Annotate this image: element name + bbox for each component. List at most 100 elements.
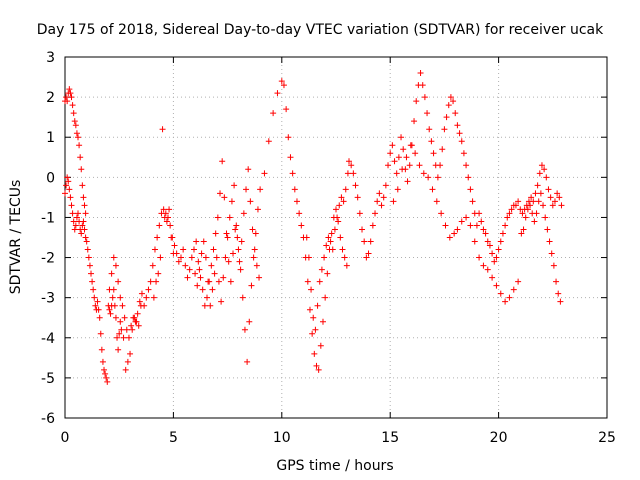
data-point bbox=[322, 294, 329, 301]
data-point bbox=[195, 258, 202, 265]
data-point bbox=[250, 254, 257, 261]
data-point bbox=[527, 202, 534, 209]
data-point bbox=[198, 250, 205, 257]
x-tick-label: 15 bbox=[381, 430, 399, 446]
data-point bbox=[114, 334, 121, 341]
data-point bbox=[278, 78, 285, 85]
data-point bbox=[348, 162, 355, 169]
data-point bbox=[416, 162, 423, 169]
data-point bbox=[73, 130, 80, 137]
data-point bbox=[548, 250, 555, 257]
data-point bbox=[304, 278, 311, 285]
data-point bbox=[334, 214, 341, 221]
data-point bbox=[238, 238, 245, 245]
data-point bbox=[244, 358, 251, 365]
data-point bbox=[354, 194, 361, 201]
data-point bbox=[336, 202, 343, 209]
data-point bbox=[406, 162, 413, 169]
data-point bbox=[484, 238, 491, 245]
data-point bbox=[411, 118, 418, 125]
data-point bbox=[123, 326, 130, 333]
data-point bbox=[312, 326, 319, 333]
data-point bbox=[108, 270, 115, 277]
data-point bbox=[317, 342, 324, 349]
data-point bbox=[482, 230, 489, 237]
data-point bbox=[367, 238, 374, 245]
data-point bbox=[515, 198, 522, 205]
data-point bbox=[519, 210, 526, 217]
x-tick-label: 5 bbox=[169, 430, 178, 446]
data-point bbox=[67, 90, 74, 97]
data-point bbox=[92, 302, 99, 309]
data-point bbox=[66, 186, 73, 193]
data-point bbox=[122, 366, 129, 373]
data-point bbox=[254, 206, 261, 213]
data-point bbox=[310, 314, 317, 321]
data-point bbox=[81, 226, 88, 233]
data-point bbox=[480, 226, 487, 233]
data-point bbox=[79, 222, 86, 229]
data-point bbox=[70, 110, 77, 117]
data-point bbox=[128, 322, 135, 329]
data-point bbox=[335, 218, 342, 225]
data-point bbox=[327, 238, 334, 245]
data-point bbox=[372, 210, 379, 217]
data-point bbox=[555, 290, 562, 297]
data-point bbox=[218, 298, 225, 305]
data-point bbox=[177, 254, 184, 261]
data-point bbox=[291, 186, 298, 193]
data-point bbox=[80, 194, 87, 201]
data-point bbox=[313, 362, 320, 369]
y-tick-label: 1 bbox=[46, 130, 55, 146]
data-point bbox=[447, 94, 454, 101]
data-point bbox=[495, 246, 502, 253]
data-point bbox=[223, 230, 230, 237]
y-tick-label: -2 bbox=[41, 251, 55, 267]
data-point bbox=[213, 254, 220, 261]
x-tick-label: 25 bbox=[598, 430, 616, 446]
data-point bbox=[90, 286, 97, 293]
data-point bbox=[391, 158, 398, 165]
data-point bbox=[321, 254, 328, 261]
data-point bbox=[315, 366, 322, 373]
data-point bbox=[154, 234, 161, 241]
data-point bbox=[211, 270, 218, 277]
data-point bbox=[116, 330, 123, 337]
data-point bbox=[504, 214, 511, 221]
y-tick-label: 2 bbox=[46, 90, 55, 106]
x-tick-label: 0 bbox=[61, 430, 70, 446]
data-point bbox=[111, 302, 118, 309]
data-point bbox=[253, 262, 260, 269]
data-point bbox=[456, 130, 463, 137]
data-point bbox=[257, 186, 264, 193]
data-point bbox=[417, 70, 424, 77]
data-point bbox=[502, 298, 509, 305]
data-point bbox=[130, 314, 137, 321]
data-point bbox=[337, 234, 344, 241]
data-point bbox=[551, 198, 558, 205]
y-tick-label: -1 bbox=[41, 210, 55, 226]
data-point bbox=[206, 278, 213, 285]
y-axis-label: SDTVAR / TECUs bbox=[8, 180, 24, 295]
data-point bbox=[91, 294, 98, 301]
data-point bbox=[413, 98, 420, 105]
data-point bbox=[467, 186, 474, 193]
data-point bbox=[328, 230, 335, 237]
data-point bbox=[72, 122, 79, 129]
data-points bbox=[62, 70, 565, 385]
data-point bbox=[463, 214, 470, 221]
data-point bbox=[69, 102, 76, 109]
data-point bbox=[159, 126, 166, 133]
data-point bbox=[145, 286, 152, 293]
data-point bbox=[524, 206, 531, 213]
data-point bbox=[385, 162, 392, 169]
data-point bbox=[101, 366, 108, 373]
data-point bbox=[510, 286, 517, 293]
data-point bbox=[76, 142, 83, 149]
y-tick-label: 3 bbox=[46, 50, 55, 66]
data-point bbox=[207, 302, 214, 309]
data-point bbox=[210, 246, 217, 253]
data-point bbox=[389, 142, 396, 149]
data-point bbox=[212, 230, 219, 237]
data-point bbox=[199, 286, 206, 293]
